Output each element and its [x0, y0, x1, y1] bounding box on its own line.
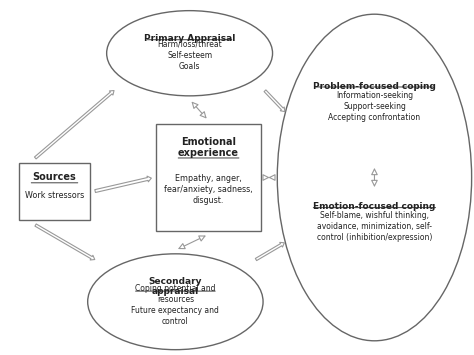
Text: Coping potential and
resources
Future expectancy and
control: Coping potential and resources Future ex… [131, 284, 219, 327]
Text: Harm/loss/threat
Self-esteem
Goals: Harm/loss/threat Self-esteem Goals [157, 39, 222, 71]
Text: Emotion-focused coping: Emotion-focused coping [313, 202, 436, 211]
Text: Sources: Sources [33, 172, 76, 182]
Text: Work stressors: Work stressors [25, 191, 84, 200]
FancyBboxPatch shape [156, 124, 261, 231]
Ellipse shape [277, 14, 472, 341]
Text: Information-seeking
Support-seeking
Accepting confrontation: Information-seeking Support-seeking Acce… [328, 91, 420, 122]
Ellipse shape [107, 11, 273, 96]
Text: Emotional
experience: Emotional experience [178, 137, 239, 158]
Ellipse shape [88, 254, 263, 350]
Text: Primary Appraisal: Primary Appraisal [144, 34, 235, 43]
Text: Self-blame, wishful thinking,
avoidance, minimization, self-
control (inhibition: Self-blame, wishful thinking, avoidance,… [317, 211, 432, 242]
Text: Problem-focused coping: Problem-focused coping [313, 82, 436, 91]
Text: Empathy, anger,
fear/anxiety, sadness,
disgust.: Empathy, anger, fear/anxiety, sadness, d… [164, 174, 253, 205]
Text: Secondary
appraisal: Secondary appraisal [149, 277, 202, 296]
FancyBboxPatch shape [19, 163, 90, 220]
